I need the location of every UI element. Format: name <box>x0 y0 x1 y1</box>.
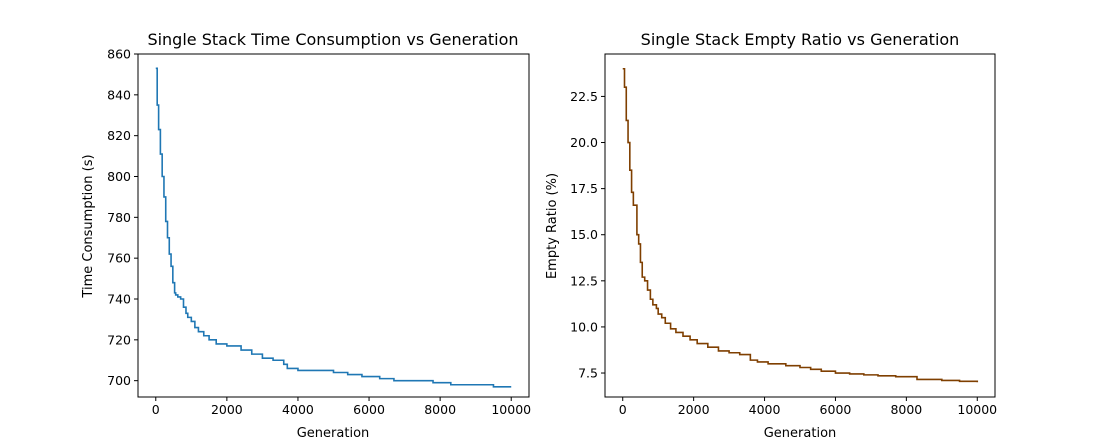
x-tick-label: 0 <box>619 402 627 417</box>
y-tick-label: 840 <box>107 87 131 102</box>
y-tick-label: 860 <box>107 47 131 62</box>
y-tick-label: 15.0 <box>570 227 598 242</box>
x-tick-label: 6000 <box>353 402 385 417</box>
y-tick-label: 720 <box>107 332 131 347</box>
x-tick-label: 0 <box>152 402 160 417</box>
time-consumption-chart: Single Stack Time Consumption vs Generat… <box>81 30 531 441</box>
x-tick-label: 4000 <box>282 402 314 417</box>
y-tick-label: 22.5 <box>570 89 598 104</box>
y-tick-label: 7.5 <box>578 366 598 381</box>
y-tick-label: 820 <box>107 128 131 143</box>
y-axis: 7.5 10.0 12.5 15.0 17.5 20.0 22.5 <box>570 89 605 381</box>
x-tick-label: 2000 <box>678 402 710 417</box>
chart-title: Single Stack Empty Ratio vs Generation <box>641 30 960 49</box>
y-axis-label: Time Consumption (s) <box>81 154 96 298</box>
x-axis-label: Generation <box>297 426 370 441</box>
series-layer <box>155 67 512 388</box>
x-axis-label: Generation <box>764 426 837 441</box>
chart-title: Single Stack Time Consumption vs Generat… <box>147 30 518 49</box>
series-line-0 <box>622 67 979 383</box>
y-tick-label: 800 <box>107 169 131 184</box>
y-tick-label: 10.0 <box>570 319 598 334</box>
y-tick-label: 17.5 <box>570 181 598 196</box>
plot-frame <box>604 53 996 398</box>
y-tick-label: 740 <box>107 292 131 307</box>
series-layer <box>622 67 979 383</box>
y-tick-label: 780 <box>107 210 131 225</box>
y-tick-label: 12.5 <box>570 273 598 288</box>
y-tick-label: 760 <box>107 251 131 266</box>
x-axis: 0 2000 4000 6000 8000 10000 <box>619 397 997 417</box>
y-axis: 700 720 740 760 780 800 820 840 860 <box>107 47 138 388</box>
plot-frame <box>137 53 530 398</box>
x-tick-label: 8000 <box>424 402 456 417</box>
x-tick-label: 6000 <box>820 402 852 417</box>
x-tick-label: 4000 <box>749 402 781 417</box>
empty-ratio-chart: Single Stack Empty Ratio vs Generation 0… <box>545 30 997 441</box>
x-tick-label: 10000 <box>957 402 997 417</box>
y-tick-label: 700 <box>107 373 131 388</box>
x-tick-label: 10000 <box>491 402 531 417</box>
x-axis: 0 2000 4000 6000 8000 10000 <box>152 397 531 417</box>
y-tick-label: 20.0 <box>570 135 598 150</box>
x-tick-label: 8000 <box>890 402 922 417</box>
y-axis-label: Empty Ratio (%) <box>545 173 560 279</box>
series-line-0 <box>155 67 512 388</box>
x-tick-label: 2000 <box>211 402 243 417</box>
